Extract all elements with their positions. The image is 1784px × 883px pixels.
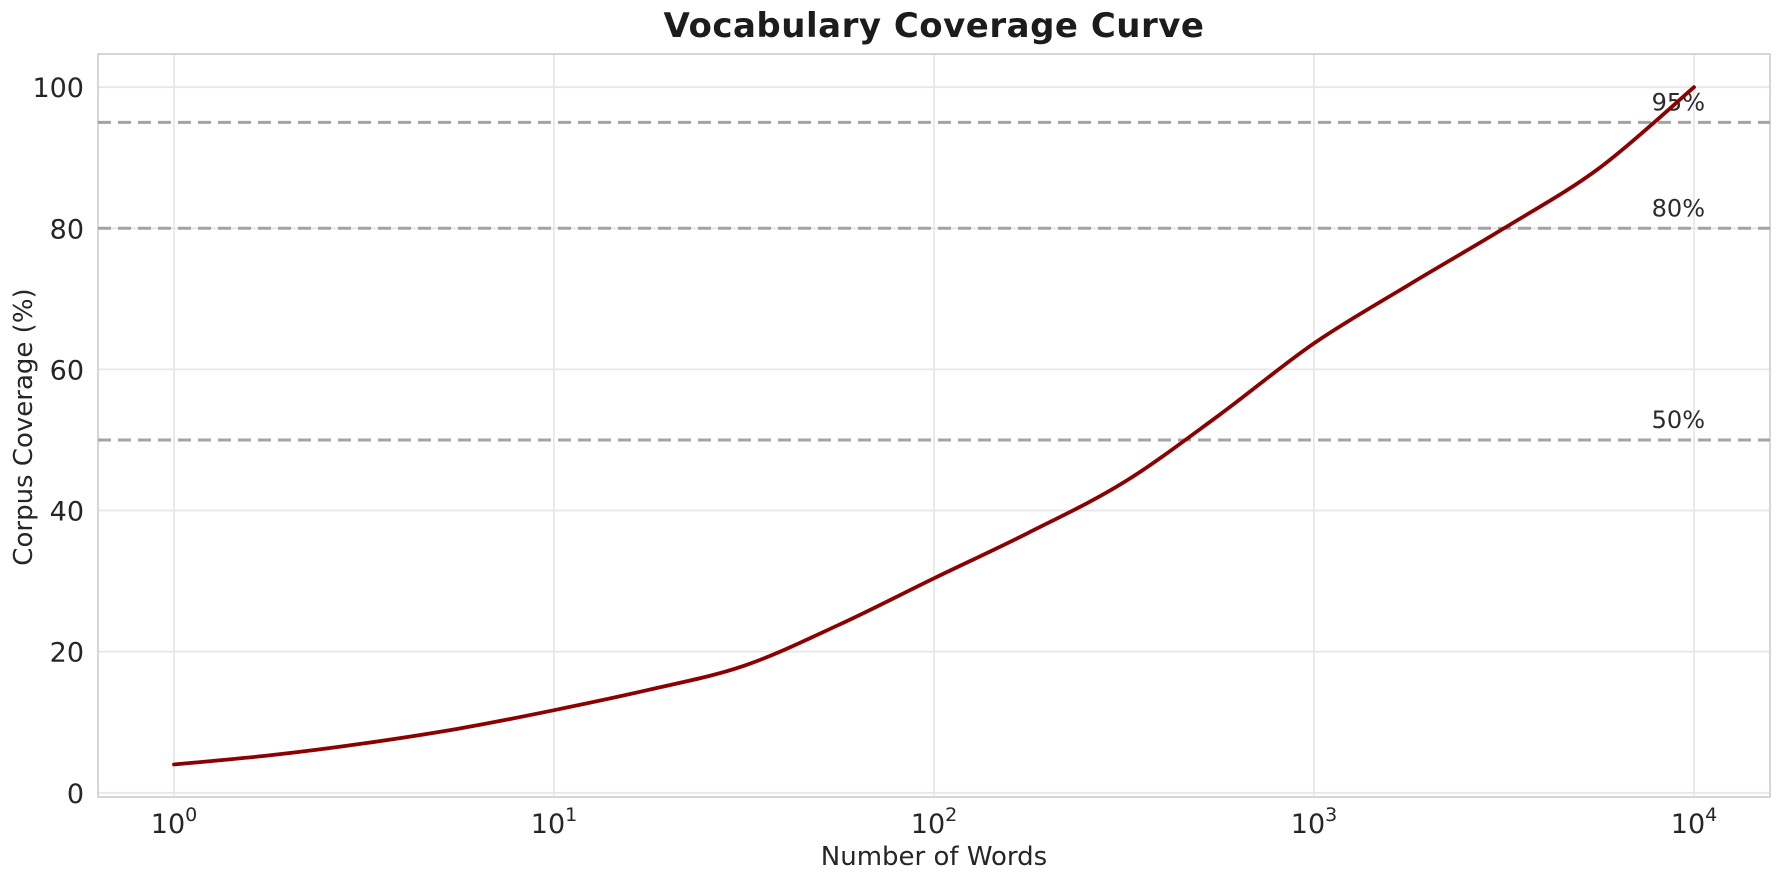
y-axis-label: Corpus Coverage (%) (9, 288, 39, 566)
y-tick-label: 0 (67, 779, 84, 810)
reference-label-50: 50% (1652, 406, 1705, 434)
y-tick-label: 40 (50, 497, 84, 528)
reference-label-80: 80% (1652, 194, 1705, 222)
y-tick-label: 100 (32, 73, 84, 104)
chart-title: Vocabulary Coverage Curve (663, 6, 1205, 46)
x-tick-exponent: 3 (1325, 804, 1337, 826)
y-tick-label: 80 (50, 214, 84, 245)
x-tick-exponent: 0 (185, 804, 197, 826)
y-tick-label: 20 (50, 638, 84, 669)
x-tick-label: 103 (1291, 804, 1337, 840)
x-tick-exponent: 2 (945, 804, 957, 826)
x-tick-exponent: 1 (565, 804, 577, 826)
axes-spines (97, 53, 1771, 798)
y-tick-label: 60 (50, 355, 84, 386)
x-tick-label: 101 (531, 804, 577, 840)
series-curve-vocabulary-coverage (172, 85, 1696, 767)
x-tick-label: 100 (151, 804, 197, 840)
x-tick-exponent: 4 (1705, 804, 1717, 826)
x-axis-label: Number of Words (820, 842, 1048, 872)
x-tick-label: 104 (1671, 804, 1717, 840)
x-tick-label: 102 (911, 804, 957, 840)
